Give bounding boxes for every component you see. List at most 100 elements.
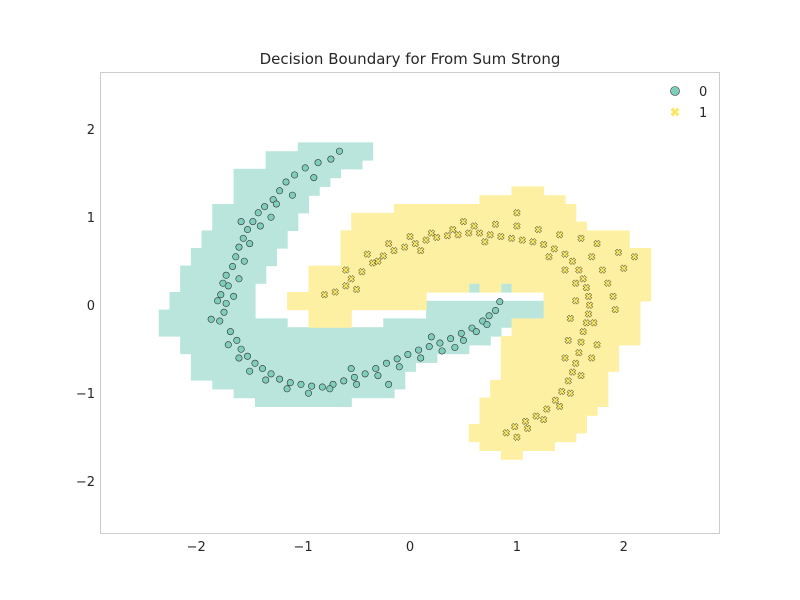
point-class-1 <box>518 236 527 244</box>
point-class-1 <box>551 396 560 405</box>
point-class-0 <box>235 243 243 251</box>
region-class-1 <box>500 336 641 346</box>
region-class-0 <box>265 151 374 161</box>
x-axis-ticks: −2 −1 0 1 2 <box>187 540 628 555</box>
region-class-1 <box>500 362 620 372</box>
point-class-0 <box>272 200 280 208</box>
region-class-1 <box>479 283 502 293</box>
region-class-1 <box>500 353 620 363</box>
point-class-0 <box>244 352 252 360</box>
y-axis-ticks: −2 −1 0 1 2 <box>76 123 95 490</box>
point-class-0 <box>267 213 275 221</box>
y-tick-label: 2 <box>87 123 95 138</box>
point-class-1 <box>571 279 580 287</box>
region-class-0 <box>297 142 374 152</box>
region-class-1 <box>308 309 352 319</box>
region-class-0 <box>190 353 438 363</box>
point-class-0 <box>217 291 225 299</box>
region-class-0 <box>468 283 481 293</box>
point-class-1 <box>491 220 500 229</box>
region-class-0 <box>212 221 299 231</box>
x-tick-label: 2 <box>620 540 628 555</box>
region-class-1 <box>479 415 587 425</box>
point-class-1 <box>555 402 564 411</box>
point-class-0 <box>237 345 245 353</box>
point-class-1 <box>507 234 516 243</box>
point-class-0 <box>459 336 467 344</box>
point-class-0 <box>288 191 296 199</box>
point-class-1 <box>584 310 593 318</box>
y-tick-label: 0 <box>87 299 95 314</box>
point-class-0 <box>254 209 262 217</box>
point-class-0 <box>214 297 222 305</box>
region-class-0 <box>201 239 288 249</box>
point-class-0 <box>382 359 390 367</box>
point-class-0 <box>256 222 264 230</box>
point-class-0 <box>251 359 259 367</box>
region-class-1 <box>340 256 652 267</box>
point-class-1 <box>568 257 577 265</box>
point-class-0 <box>361 370 369 378</box>
point-class-0 <box>220 308 228 316</box>
point-class-0 <box>340 377 348 385</box>
point-class-1 <box>448 225 457 234</box>
point-class-1 <box>571 359 580 368</box>
region-class-1 <box>393 204 577 214</box>
point-class-0 <box>308 382 316 390</box>
point-class-0 <box>415 346 423 354</box>
legend-label-1: 1 <box>699 106 707 121</box>
point-class-1 <box>352 285 361 294</box>
point-class-1 <box>497 232 505 241</box>
point-class-0 <box>496 298 504 306</box>
point-class-1 <box>561 266 569 274</box>
point-class-0 <box>483 321 491 329</box>
point-class-0 <box>425 343 433 351</box>
point-class-0 <box>249 218 257 226</box>
point-class-0 <box>318 383 326 391</box>
point-class-0 <box>286 379 294 387</box>
point-class-1 <box>374 257 382 265</box>
point-class-0 <box>301 164 309 172</box>
point-class-1 <box>513 433 521 441</box>
region-class-0 <box>180 336 491 346</box>
region-class-1 <box>308 274 652 284</box>
point-class-1 <box>539 415 548 424</box>
region-class-1 <box>340 248 652 258</box>
point-class-1 <box>513 209 521 217</box>
point-class-0 <box>224 341 232 349</box>
point-class-0 <box>222 271 230 279</box>
region-class-1 <box>468 432 577 443</box>
point-class-1 <box>521 417 530 426</box>
point-class-1 <box>534 225 543 234</box>
data-points <box>207 147 639 441</box>
point-class-1 <box>614 248 623 257</box>
region-class-0 <box>158 318 288 328</box>
region-class-0 <box>500 283 513 293</box>
region-class-0 <box>233 177 331 187</box>
point-class-0 <box>219 279 227 287</box>
point-class-1 <box>427 229 436 237</box>
point-class-1 <box>481 238 489 246</box>
region-class-1 <box>340 230 630 240</box>
legend-marker-1 <box>670 107 680 117</box>
axes-frame <box>100 72 720 534</box>
point-class-0 <box>314 159 322 167</box>
region-class-0 <box>383 318 513 328</box>
region-class-0 <box>190 256 277 267</box>
region-class-1 <box>543 292 652 302</box>
point-class-1 <box>379 252 388 260</box>
point-class-1 <box>470 222 478 230</box>
region-class-1 <box>351 221 587 231</box>
point-class-0 <box>222 299 230 307</box>
point-class-1 <box>577 371 585 380</box>
point-class-1 <box>532 412 540 420</box>
point-class-0 <box>436 339 444 347</box>
point-class-1 <box>571 297 580 305</box>
point-class-1 <box>564 377 572 385</box>
point-class-1 <box>443 231 452 240</box>
point-class-1 <box>529 238 537 246</box>
point-class-0 <box>438 347 446 355</box>
region-class-0 <box>426 300 545 311</box>
point-class-0 <box>258 365 266 373</box>
